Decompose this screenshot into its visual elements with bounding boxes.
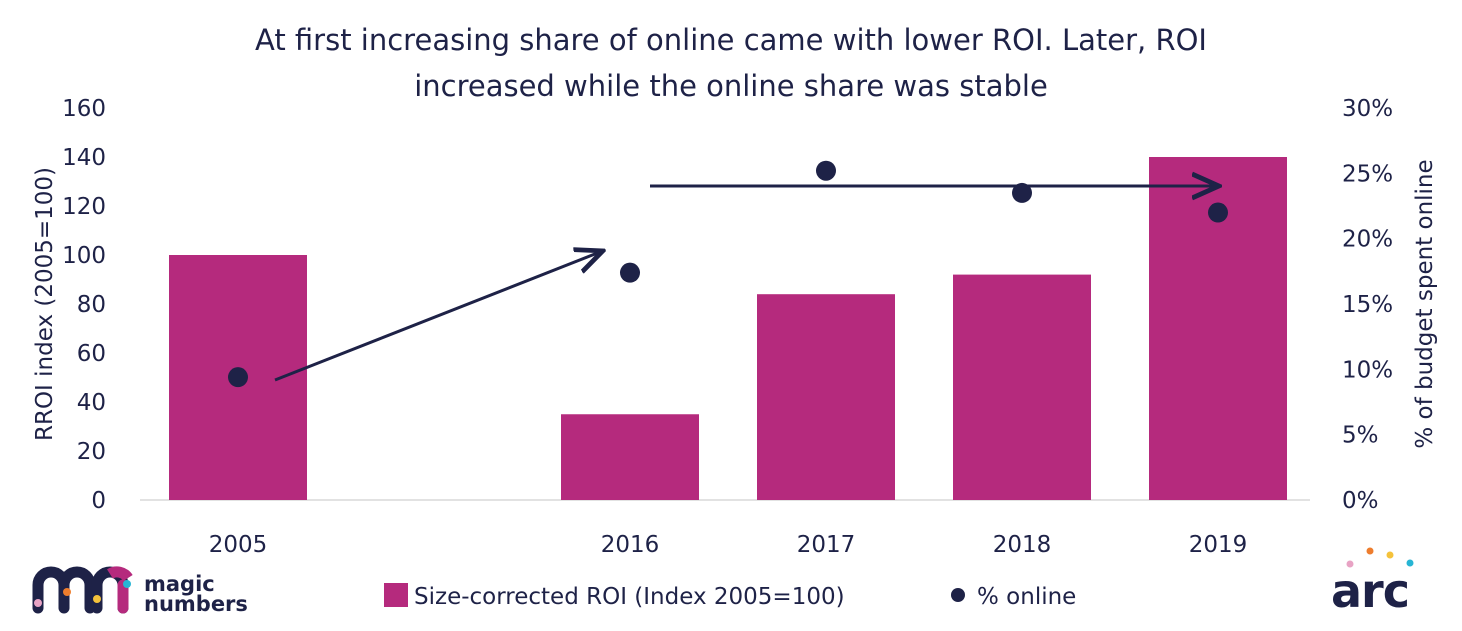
chart-title-line-2: increased while the online share was sta… — [414, 69, 1048, 103]
svg-text:magic: magic — [144, 572, 215, 596]
legend-swatch-roi — [384, 583, 408, 607]
x-tick-label: 2019 — [1189, 532, 1248, 558]
chart-title-line-1: At first increasing share of online came… — [255, 23, 1207, 57]
y-tick-label: 80 — [77, 292, 106, 318]
dot-online-2005 — [228, 367, 248, 388]
arc-logo: arc — [1331, 547, 1414, 618]
y2-tick-label: 25% — [1342, 161, 1393, 187]
y-tick-label: 60 — [77, 341, 106, 367]
bar-roi-2017 — [757, 294, 895, 500]
y-tick-label: 120 — [62, 194, 106, 220]
dot-online-2018 — [1012, 182, 1032, 203]
y2-tick-label: 0% — [1342, 488, 1379, 514]
y-tick-label: 20 — [77, 439, 106, 465]
y2-tick-label: 5% — [1342, 423, 1379, 449]
dot-online-2016 — [620, 262, 640, 283]
legend-label-roi: Size-corrected ROI (Index 2005=100) — [414, 584, 845, 610]
y-tick-label: 140 — [62, 145, 106, 171]
y-tick-label: 160 — [62, 96, 106, 122]
dot-online-2019 — [1208, 202, 1228, 223]
y2-axis-label: % of budget spent online — [1412, 159, 1438, 448]
legend-label-online: % online — [977, 584, 1076, 610]
y2-tick-label: 20% — [1342, 227, 1393, 253]
x-tick-label: 2016 — [601, 532, 660, 558]
magic-numbers-logo: magic numbers — [32, 566, 248, 616]
y2-tick-label: 30% — [1342, 96, 1393, 122]
legend-swatch-online — [951, 588, 965, 602]
svg-text:numbers: numbers — [144, 592, 248, 616]
x-tick-label: 2018 — [993, 532, 1052, 558]
y-tick-label: 40 — [77, 390, 106, 416]
x-tick-label: 2005 — [209, 532, 268, 558]
y2-tick-label: 10% — [1342, 357, 1393, 383]
bar-roi-2018 — [953, 274, 1091, 500]
x-tick-label: 2017 — [797, 532, 856, 558]
y-tick-label: 100 — [62, 243, 106, 269]
dot-online-2017 — [816, 160, 836, 181]
y-tick-label: 0 — [91, 488, 106, 514]
bar-roi-2016 — [561, 414, 699, 500]
y2-tick-label: 15% — [1342, 292, 1393, 318]
y-axis-label: RROI index (2005=100) — [32, 167, 58, 441]
svg-text:arc: arc — [1331, 564, 1409, 618]
trend-arrow-rising — [274, 252, 600, 382]
